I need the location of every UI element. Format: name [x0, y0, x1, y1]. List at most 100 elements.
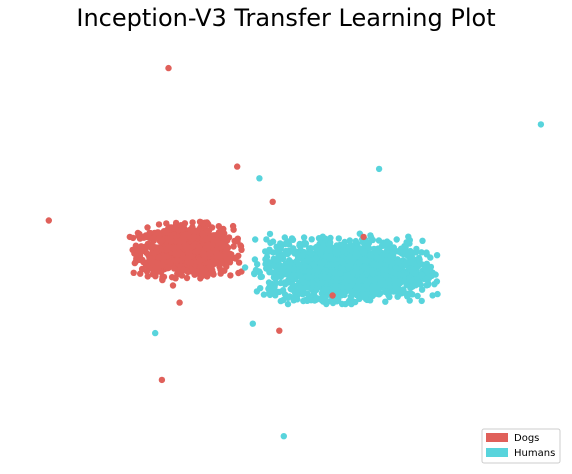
scatter-point-humans [358, 245, 364, 251]
scatter-point-dogs [235, 236, 241, 242]
scatter-point-humans [152, 330, 158, 336]
scatter-point-humans [250, 321, 256, 327]
scatter-point-dogs [227, 272, 233, 278]
scatter-point-humans [291, 272, 297, 278]
scatter-point-humans [356, 260, 362, 266]
scatter-point-humans [291, 266, 297, 272]
scatter-point-dogs [149, 243, 155, 249]
scatter-point-humans [371, 278, 377, 284]
scatter-point-dogs [168, 238, 174, 244]
scatter-point-humans [297, 241, 303, 247]
scatter-point-humans [277, 247, 283, 253]
scatter-point-humans [319, 280, 325, 286]
legend-swatch-humans [486, 448, 508, 457]
scatter-point-humans [359, 276, 365, 282]
scatter-point-dogs [202, 267, 208, 273]
scatter-point-humans [273, 280, 279, 286]
scatter-point-dogs [208, 262, 214, 268]
scatter-point-humans [367, 297, 373, 303]
scatter-point-humans [336, 235, 342, 241]
scatter-point-humans [346, 246, 352, 252]
legend-label-dogs: Dogs [514, 433, 539, 444]
scatter-point-humans [363, 282, 369, 288]
scatter-point-dogs [159, 237, 165, 243]
scatter-point-dogs [200, 250, 206, 256]
scatter-point-humans [302, 297, 308, 303]
scatter-point-humans [328, 255, 334, 261]
scatter-point-dogs [191, 234, 197, 240]
scatter-point-humans [419, 238, 425, 244]
scatter-point-humans [434, 252, 440, 258]
scatter-point-humans [294, 282, 300, 288]
scatter-point-humans [434, 278, 440, 284]
scatter-point-dogs [156, 221, 162, 227]
scatter-point-dogs [226, 234, 232, 240]
scatter-point-dogs [46, 217, 52, 223]
scatter-point-humans [424, 261, 430, 267]
scatter-point-humans [334, 271, 340, 277]
scatter-point-humans [254, 288, 260, 294]
scatter-point-dogs [216, 231, 222, 237]
scatter-point-humans [309, 236, 315, 242]
scatter-point-humans [380, 266, 386, 272]
scatter-point-humans [252, 236, 258, 242]
scatter-point-humans [349, 292, 355, 298]
scatter-point-dogs [179, 272, 185, 278]
scatter-point-humans [419, 272, 425, 278]
scatter-point-humans [368, 267, 374, 273]
scatter-point-humans [314, 295, 320, 301]
scatter-point-humans [318, 273, 324, 279]
scatter-point-humans [347, 260, 353, 266]
legend: Dogs Humans [482, 429, 560, 463]
scatter-point-dogs [131, 270, 137, 276]
scatter-point-dogs [236, 259, 242, 265]
scatter-point-humans [423, 282, 429, 288]
scatter-point-humans [308, 251, 314, 257]
scatter-point-humans [323, 286, 329, 292]
scatter-point-humans [408, 284, 414, 290]
scatter-point-humans [403, 261, 409, 267]
scatter-point-humans [305, 257, 311, 263]
scatter-point-humans [313, 287, 319, 293]
scatter-point-humans [385, 258, 391, 264]
scatter-point-humans [350, 277, 356, 283]
scatter-point-dogs [216, 223, 222, 229]
scatter-point-humans [282, 291, 288, 297]
scatter-point-humans [353, 252, 359, 258]
scatter-point-dogs [165, 65, 171, 71]
scatter-point-humans [342, 279, 348, 285]
scatter-point-humans [376, 166, 382, 172]
scatter-point-humans [398, 246, 404, 252]
scatter-point-humans [340, 247, 346, 253]
scatter-point-dogs [208, 270, 214, 276]
scatter-point-humans [324, 275, 330, 281]
scatter-point-humans [407, 248, 413, 254]
scatter-point-humans [378, 255, 384, 261]
scatter-point-dogs [228, 256, 234, 262]
scatter-point-humans [322, 236, 328, 242]
scatter-point-dogs [206, 251, 212, 257]
scatter-point-dogs [163, 229, 169, 235]
scatter-point-humans [284, 238, 290, 244]
scatter-point-humans [538, 121, 544, 127]
scatter-point-humans [371, 284, 377, 290]
scatter-point-humans [332, 286, 338, 292]
scatter-point-humans [274, 274, 280, 280]
scatter-point-humans [342, 239, 348, 245]
scatter-point-dogs [276, 328, 282, 334]
scatter-point-humans [319, 260, 325, 266]
scatter-point-humans [346, 298, 352, 304]
scatter-point-humans [259, 274, 265, 280]
chart-title: Inception-V3 Transfer Learning Plot [76, 4, 495, 32]
scatter-point-dogs [172, 275, 178, 281]
scatter-point-humans [426, 273, 432, 279]
scatter-point-humans [383, 273, 389, 279]
scatter-point-humans [242, 264, 248, 270]
scatter-point-humans [325, 247, 331, 253]
scatter-point-humans [309, 280, 315, 286]
scatter-point-humans [403, 239, 409, 245]
scatter-point-dogs [173, 222, 179, 228]
scatter-point-humans [291, 297, 297, 303]
scatter-point-dogs [155, 266, 161, 272]
scatter-point-dogs [151, 235, 157, 241]
